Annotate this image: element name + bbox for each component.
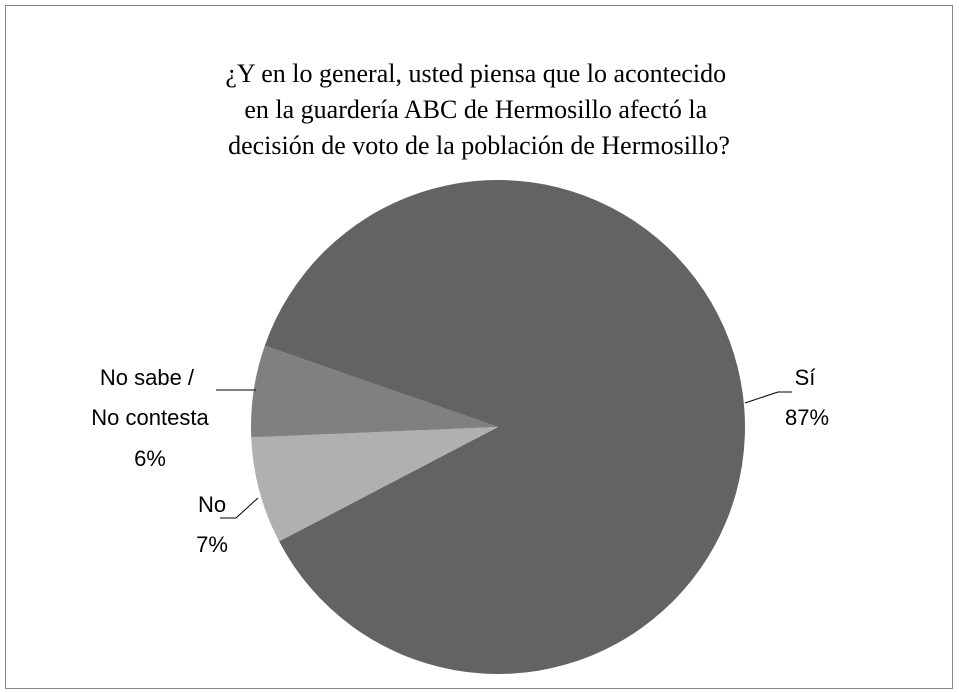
category-label: No sabe / No contesta — [91, 365, 209, 430]
value-label: 7% — [196, 532, 228, 557]
value-label: 87% — [785, 405, 829, 430]
leader-line — [220, 497, 259, 519]
leader-line — [744, 391, 792, 404]
chart-title: ¿Y en lo general, usted piensa que lo ac… — [225, 59, 732, 160]
category-label: No — [198, 492, 226, 517]
category-label: Sí — [795, 365, 816, 390]
value-label: 6% — [134, 446, 166, 471]
pie-slice — [250, 345, 498, 438]
pie-slice — [251, 427, 498, 542]
pie-slice — [264, 180, 745, 675]
